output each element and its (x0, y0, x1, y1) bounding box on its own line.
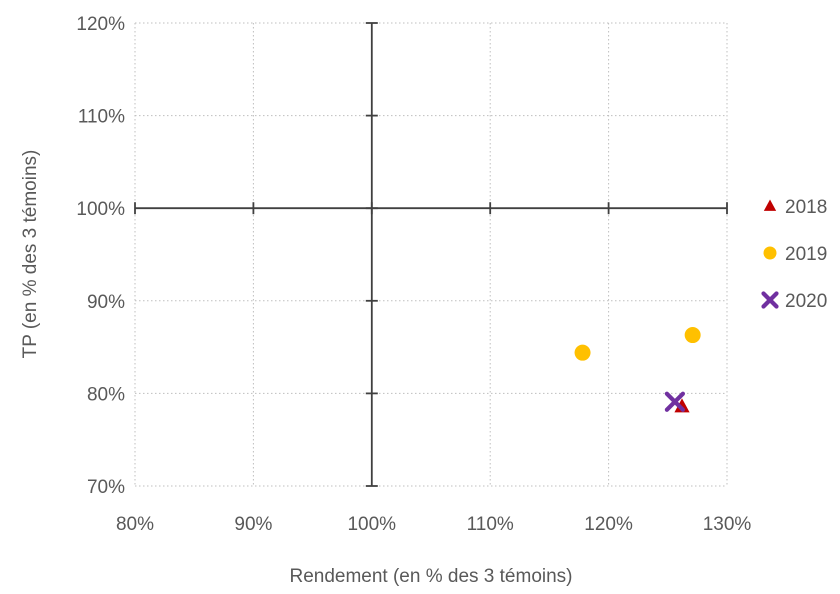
point-2020 (664, 391, 686, 412)
point-2018 (674, 398, 690, 413)
y-tick-label: 100% (76, 199, 125, 220)
point-2019 (684, 327, 701, 344)
x-tick-label: 90% (234, 514, 272, 535)
point-2019 (574, 344, 591, 361)
x-tick-label: 120% (584, 514, 633, 535)
y-tick-label: 90% (87, 292, 125, 313)
y-axis-title: TP (en % des 3 témoins) (20, 150, 41, 359)
y-tick-label: 80% (87, 384, 125, 405)
legend-label-2018: 2018 (785, 197, 827, 218)
y-tick-labels: 70% 80% 90% 100% 110% 120% (76, 14, 125, 498)
legend-marker-2018 (763, 199, 777, 211)
grid-lines (134, 22, 728, 487)
x-tick-label: 100% (347, 514, 396, 535)
legend-label-2020: 2020 (785, 291, 827, 312)
legend-marker-2020-stroke (761, 291, 779, 309)
reference-axes (134, 22, 728, 487)
legend-marker-2019 (763, 246, 777, 260)
x-tick-labels: 80% 90% 100% 110% 120% 130% (116, 514, 751, 535)
x-tick-label: 80% (116, 514, 154, 535)
legend-marker-2020 (761, 291, 779, 309)
legend: 2018 2019 2020 (761, 197, 827, 312)
y-tick-label: 70% (87, 477, 125, 498)
x-tick-label: 110% (467, 514, 514, 535)
point-2020-stroke (664, 391, 686, 412)
data-points (574, 327, 701, 413)
x-axis-title: Rendement (en % des 3 témoins) (289, 566, 572, 587)
y-tick-label: 110% (78, 107, 125, 128)
legend-label-2019: 2019 (785, 244, 827, 265)
y-tick-label: 120% (76, 14, 125, 35)
x-tick-label: 130% (703, 514, 752, 535)
